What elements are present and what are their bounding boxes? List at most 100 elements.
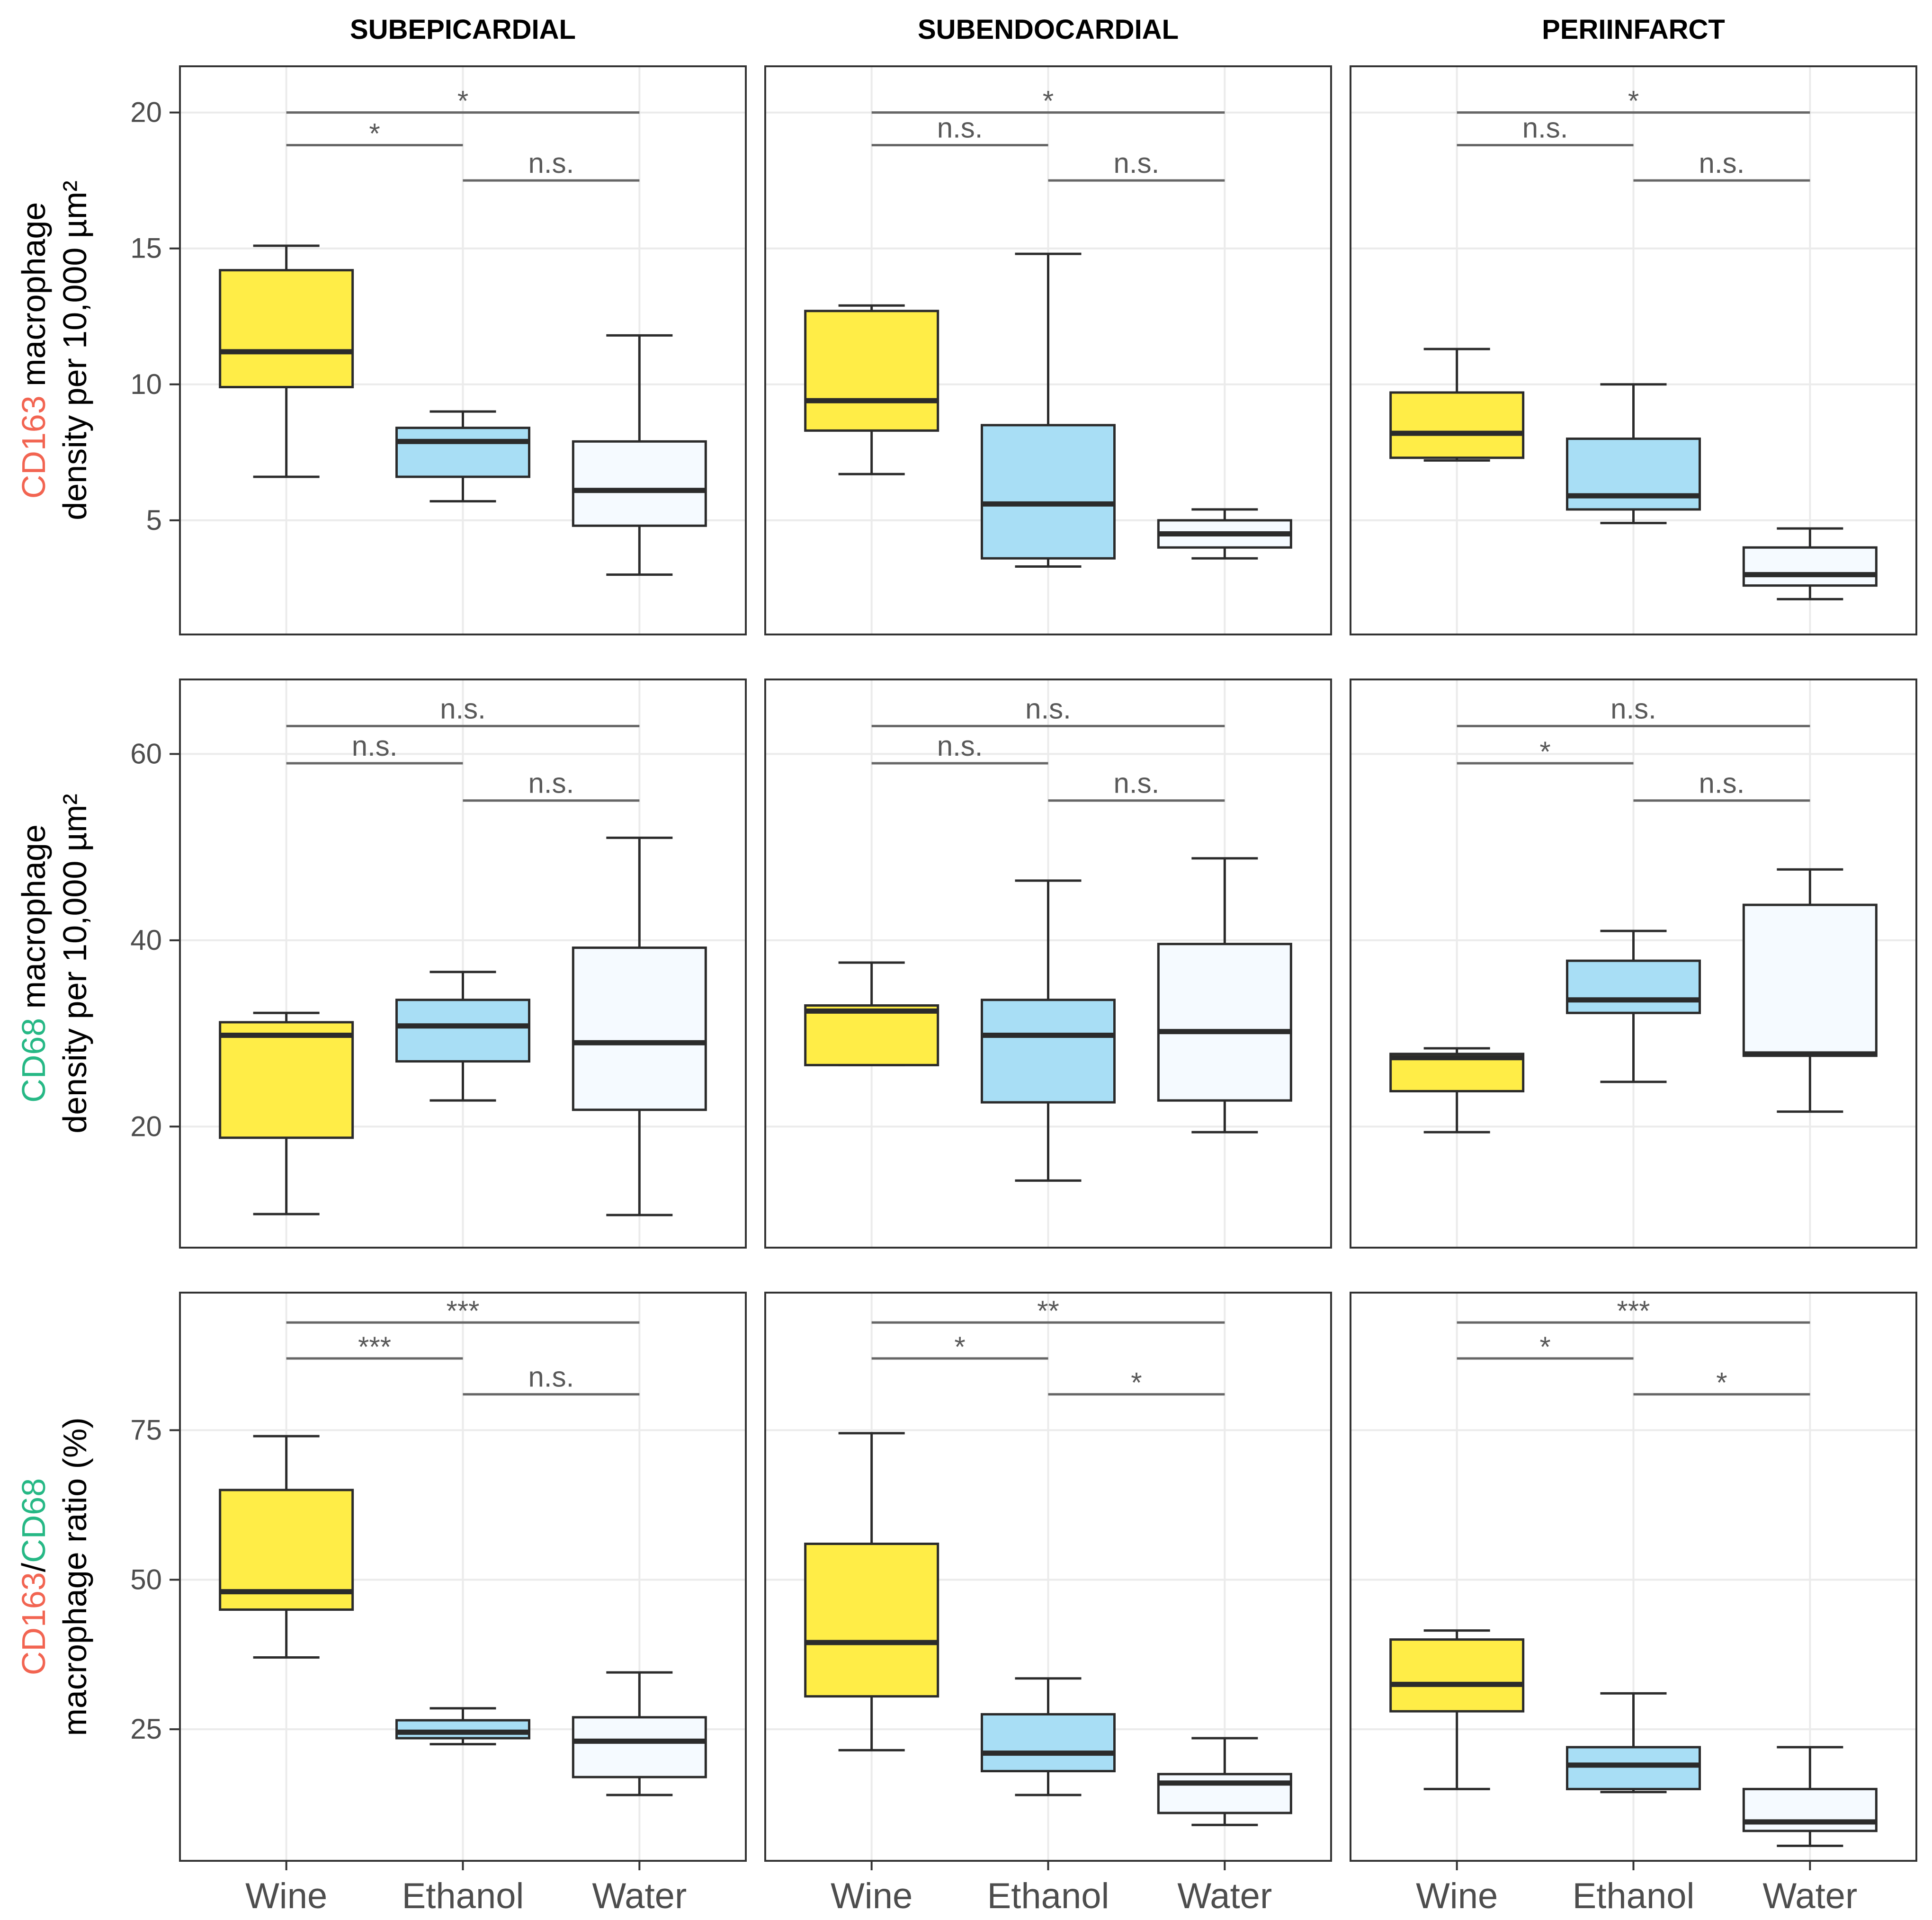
- y-axis-label-part: CD163: [15, 395, 52, 499]
- panel-border: [764, 65, 1332, 635]
- box-iqr: [804, 1543, 939, 1698]
- panel-1-1: n.s. n.s. n.s.: [764, 679, 1332, 1249]
- box-ethanol: [395, 410, 530, 503]
- box-iqr: [1389, 391, 1525, 459]
- box-ethanol: [395, 971, 530, 1102]
- box-iqr: [395, 1719, 530, 1740]
- box-iqr: [395, 999, 530, 1063]
- significance-label: n.s.: [937, 112, 983, 144]
- box-iqr: [1157, 943, 1292, 1102]
- x-category-label: Ethanol: [1573, 1876, 1695, 1916]
- panel-border: [179, 679, 747, 1249]
- box-wine: [804, 1432, 939, 1751]
- significance-label: **: [1037, 1295, 1059, 1327]
- box-iqr: [981, 424, 1116, 560]
- significance-label: n.s.: [937, 730, 983, 762]
- x-category-label: Wine: [245, 1876, 327, 1916]
- significance-label: *: [457, 85, 468, 117]
- y-tick-label: 20: [130, 97, 162, 128]
- panel-2-1: ****: [764, 1292, 1332, 1862]
- box-iqr: [804, 310, 939, 432]
- significance-label: *: [1539, 1331, 1550, 1363]
- box-iqr: [1742, 546, 1878, 587]
- y-axis-label-part: /: [15, 1563, 52, 1572]
- box-ethanol: [395, 1707, 530, 1746]
- y-tick-label: 40: [130, 924, 162, 956]
- significance-label: n.s.: [1699, 768, 1745, 799]
- box-ethanol: [1566, 929, 1701, 1083]
- significance-label: n.s.: [1025, 693, 1071, 724]
- significance-label: n.s.: [352, 730, 398, 762]
- box-water: [1742, 1746, 1878, 1847]
- facet-title: PERIINFARCT: [1542, 14, 1725, 45]
- y-axis-label-part: CD68: [15, 1018, 52, 1103]
- box-water: [1157, 1737, 1292, 1826]
- significance-label: n.s.: [440, 693, 486, 724]
- y-tick-label: 20: [130, 1110, 162, 1142]
- y-axis-label: CD163 macrophage density per 10,000 µm²: [15, 180, 93, 520]
- box-water: [572, 334, 707, 576]
- box-wine: [219, 1011, 354, 1215]
- y-axis-label-line1: CD68 macrophage: [15, 824, 52, 1103]
- box-iqr: [395, 427, 530, 478]
- significance-label: ***: [446, 1295, 479, 1327]
- significance-label: *: [1131, 1367, 1142, 1399]
- box-wine: [219, 244, 354, 478]
- facet-title: SUBENDOCARDIAL: [918, 14, 1179, 45]
- x-category-label: Water: [1762, 1876, 1857, 1916]
- y-tick-label: 75: [130, 1414, 162, 1446]
- box-ethanol: [981, 252, 1116, 568]
- panel-2-2: *****: [1350, 1292, 1917, 1862]
- panel-border: [1350, 679, 1917, 1249]
- box-iqr: [1157, 1773, 1292, 1814]
- y-axis-label: CD68 macrophage density per 10,000 µm²: [15, 794, 93, 1133]
- panel-1-2: n.s. * n.s.: [1350, 679, 1917, 1249]
- significance-label: n.s.: [528, 147, 574, 179]
- y-tick-label: 15: [130, 232, 162, 264]
- panel-0-2: * n.s. n.s.: [1350, 65, 1917, 635]
- significance-label: n.s.: [1114, 147, 1160, 179]
- y-tick-label: 25: [130, 1713, 162, 1745]
- y-axis-label-part: macrophage: [15, 824, 52, 1018]
- panel-border: [764, 679, 1332, 1249]
- significance-label: ***: [1617, 1295, 1650, 1327]
- y-tick-label: 10: [130, 368, 162, 400]
- significance-label: *: [954, 1331, 965, 1363]
- y-tick-label: 5: [146, 504, 162, 536]
- box-wine: [804, 304, 939, 475]
- facet-title: SUBEPICARDIAL: [350, 14, 576, 45]
- significance-label: n.s.: [1610, 693, 1656, 724]
- y-tick-label: 60: [130, 738, 162, 769]
- box-iqr: [1389, 1638, 1525, 1713]
- panel-1-0: n.s. n.s. n.s.: [179, 679, 747, 1249]
- box-iqr: [572, 1716, 707, 1778]
- significance-label: *: [1628, 85, 1639, 117]
- box-wine: [1389, 348, 1525, 462]
- box-iqr: [572, 440, 707, 527]
- box-iqr: [219, 269, 354, 389]
- significance-label: n.s.: [528, 1361, 574, 1393]
- box-water: [1157, 508, 1292, 560]
- box-water: [572, 836, 707, 1216]
- significance-label: ***: [358, 1331, 391, 1363]
- box-water: [1742, 527, 1878, 600]
- panel-border: [1350, 65, 1917, 635]
- box-iqr: [572, 947, 707, 1111]
- significance-label: n.s.: [1114, 768, 1160, 799]
- x-category-label: Wine: [831, 1876, 912, 1916]
- y-axis-label-line1: CD163/CD68: [15, 1478, 52, 1675]
- significance-label: *: [1043, 85, 1054, 117]
- panel-0-1: * n.s. n.s.: [764, 65, 1332, 635]
- box-iqr: [1566, 959, 1701, 1014]
- x-category-label: Wine: [1416, 1876, 1498, 1916]
- y-axis-label: CD163/CD68 macrophage ratio (%): [15, 1417, 93, 1736]
- box-ethanol: [1566, 1692, 1701, 1794]
- significance-label: n.s.: [1522, 112, 1568, 144]
- box-water: [572, 1671, 707, 1796]
- panel-border: [179, 65, 747, 635]
- box-water: [1742, 868, 1878, 1113]
- significance-label: *: [369, 118, 380, 150]
- y-axis-label-line2: macrophage ratio (%): [56, 1417, 93, 1736]
- y-axis-label-line1: CD163 macrophage: [15, 202, 52, 499]
- box-iqr: [1742, 1787, 1878, 1832]
